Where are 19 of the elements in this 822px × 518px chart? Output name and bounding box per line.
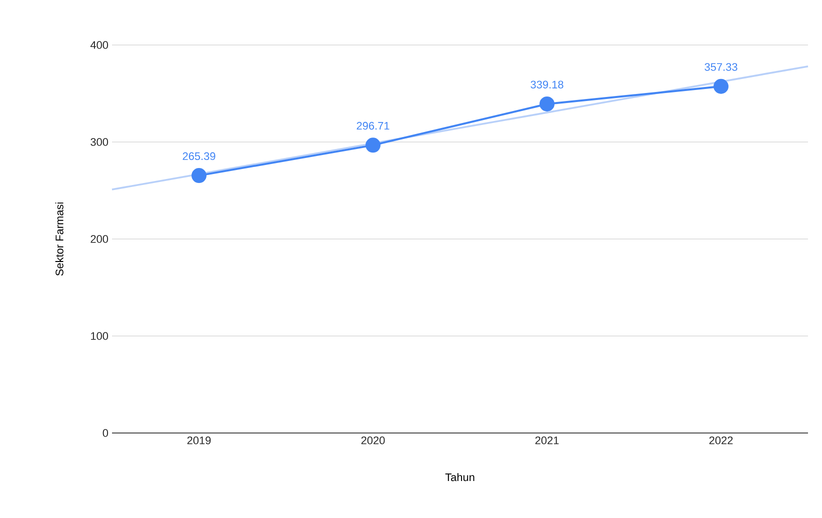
x-tick-label: 2021 bbox=[535, 436, 559, 444]
x-tick-label: 2020 bbox=[361, 436, 385, 444]
data-label: 357.33 bbox=[704, 63, 738, 71]
data-label: 265.39 bbox=[182, 152, 216, 160]
y-tick-label: 200 bbox=[90, 235, 108, 243]
y-tick-label: 0 bbox=[102, 429, 108, 437]
y-tick-label: 100 bbox=[91, 332, 108, 340]
point bbox=[540, 96, 555, 112]
x-tick-label: 2019 bbox=[187, 436, 211, 444]
data-label: 296.71 bbox=[356, 122, 390, 130]
x-axis-title: Tahun bbox=[445, 473, 474, 482]
y-axis-title: Sektor Farmasi bbox=[55, 202, 64, 276]
data-label: 339.18 bbox=[530, 80, 564, 88]
point bbox=[714, 78, 729, 94]
y-tick-label: 300 bbox=[90, 138, 108, 146]
point bbox=[192, 168, 207, 184]
y-tick-label: 400 bbox=[90, 41, 108, 49]
point bbox=[366, 138, 381, 153]
x-tick-label: 2022 bbox=[709, 436, 733, 444]
